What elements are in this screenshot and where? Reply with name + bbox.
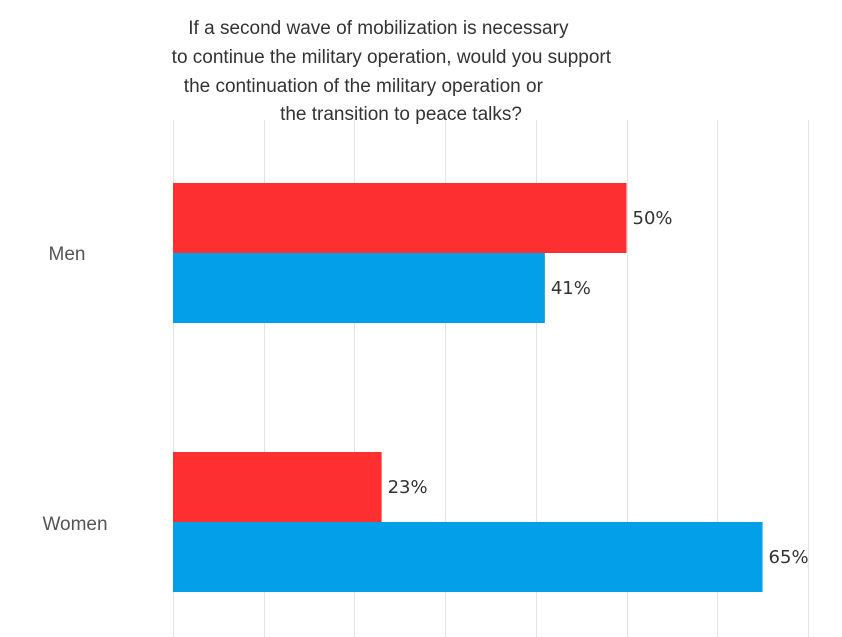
bars [173,183,763,592]
chart-title: If a second wave of mobilization is nece… [172,18,617,125]
category-label-women: Women [42,514,107,535]
data-labels: 50% 41% 23% 65% [388,208,809,568]
category-labels: Men Women [42,244,107,535]
chart-title-line-2: to continue the military operation, woul… [172,47,612,68]
bar-men-series-1 [173,183,627,253]
chart-title-line-1: If a second wave of mobilization is nece… [188,18,569,39]
data-label-men-series-2: 41% [551,278,591,299]
data-label-women-series-2: 65% [769,547,809,568]
chart-title-line-4: the transition to peace talks? [280,104,522,125]
data-label-men-series-1: 50% [633,208,673,229]
bar-women-series-1 [173,452,382,522]
bar-women-series-2 [173,522,763,592]
bar-men-series-2 [173,253,545,323]
data-label-women-series-1: 23% [388,477,428,498]
category-label-men: Men [49,244,86,265]
chart-title-line-3: the continuation of the military operati… [184,76,544,97]
